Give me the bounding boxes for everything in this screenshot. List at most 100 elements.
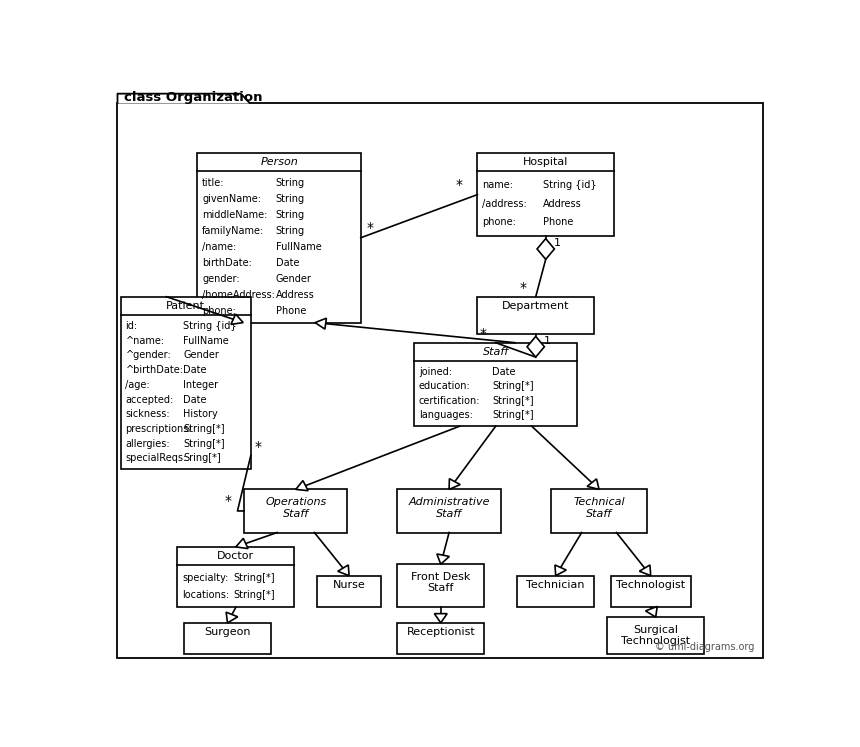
Text: *: * xyxy=(519,281,526,295)
Text: middleName:: middleName: xyxy=(202,210,267,220)
Text: String: String xyxy=(276,226,305,236)
Text: /name:: /name: xyxy=(202,242,237,252)
Polygon shape xyxy=(437,554,450,564)
Text: Technician: Technician xyxy=(526,580,585,590)
Text: String {id}: String {id} xyxy=(183,321,237,331)
Text: String[*]: String[*] xyxy=(233,589,275,600)
Polygon shape xyxy=(315,318,327,329)
Text: *: * xyxy=(456,178,463,192)
Bar xyxy=(244,489,347,533)
Text: © uml-diagrams.org: © uml-diagrams.org xyxy=(654,642,754,652)
Text: /address:: /address: xyxy=(482,199,527,209)
Bar xyxy=(397,489,501,533)
Text: Front Desk
Staff: Front Desk Staff xyxy=(411,571,470,593)
Bar xyxy=(198,153,361,323)
Text: Date: Date xyxy=(276,258,299,268)
Text: *: * xyxy=(255,440,261,454)
Text: joined:: joined: xyxy=(419,367,452,377)
Polygon shape xyxy=(639,565,651,576)
Polygon shape xyxy=(449,479,460,489)
Text: Phone: Phone xyxy=(276,306,306,316)
Text: Sring[*]: Sring[*] xyxy=(183,453,221,463)
Text: birthDate:: birthDate: xyxy=(202,258,252,268)
Bar xyxy=(177,547,294,607)
Text: *: * xyxy=(366,221,373,235)
Bar xyxy=(184,623,271,654)
Text: prescriptions:: prescriptions: xyxy=(126,424,192,434)
Text: Receptionist: Receptionist xyxy=(407,627,475,637)
Polygon shape xyxy=(555,565,567,576)
Text: givenName:: givenName: xyxy=(202,194,261,204)
Bar xyxy=(317,576,381,607)
Text: Department: Department xyxy=(502,301,569,311)
Text: String[*]: String[*] xyxy=(493,382,534,391)
Bar xyxy=(477,297,594,334)
Text: FullName: FullName xyxy=(183,336,229,346)
Polygon shape xyxy=(226,613,237,623)
Text: Date: Date xyxy=(183,365,206,375)
Text: languages:: languages: xyxy=(419,410,473,421)
Text: allergies:: allergies: xyxy=(126,438,170,449)
Text: Technologist: Technologist xyxy=(616,580,685,590)
Polygon shape xyxy=(338,565,349,576)
Text: Gender: Gender xyxy=(276,274,311,284)
Bar xyxy=(477,153,614,236)
Text: name:: name: xyxy=(482,180,513,190)
Bar xyxy=(607,617,704,654)
Text: ^name:: ^name: xyxy=(126,336,164,346)
Text: Administrative
Staff: Administrative Staff xyxy=(408,497,490,518)
Text: 1: 1 xyxy=(554,238,561,248)
Text: String {id}: String {id} xyxy=(543,180,597,190)
Text: Address: Address xyxy=(276,290,315,300)
Polygon shape xyxy=(118,93,249,103)
Text: Person: Person xyxy=(261,157,298,167)
Text: Nurse: Nurse xyxy=(333,580,366,590)
Text: String: String xyxy=(276,210,305,220)
Text: History: History xyxy=(183,409,218,419)
Text: phone:: phone: xyxy=(202,306,236,316)
Text: ^birthDate:: ^birthDate: xyxy=(126,365,183,375)
Text: Address: Address xyxy=(543,199,581,209)
Text: String[*]: String[*] xyxy=(183,438,224,449)
Bar xyxy=(397,623,484,654)
Text: familyName:: familyName: xyxy=(202,226,264,236)
Text: Hospital: Hospital xyxy=(523,157,568,167)
Text: Phone: Phone xyxy=(543,217,574,227)
Bar xyxy=(120,297,251,469)
Text: String[*]: String[*] xyxy=(233,573,275,583)
Text: Doctor: Doctor xyxy=(218,551,255,561)
Text: class Organization: class Organization xyxy=(124,91,262,104)
Text: 1: 1 xyxy=(544,336,550,346)
Text: Surgeon: Surgeon xyxy=(204,627,251,637)
Text: locations:: locations: xyxy=(182,589,230,600)
Text: id:: id: xyxy=(126,321,138,331)
Text: Patient: Patient xyxy=(166,301,206,311)
Text: /age:: /age: xyxy=(126,379,150,390)
Text: String: String xyxy=(276,179,305,188)
Text: Staff: Staff xyxy=(482,347,509,357)
Text: education:: education: xyxy=(419,382,470,391)
Text: FullName: FullName xyxy=(276,242,322,252)
Text: certification:: certification: xyxy=(419,396,480,406)
Polygon shape xyxy=(231,314,243,324)
Text: ^gender:: ^gender: xyxy=(126,350,171,361)
Text: Integer: Integer xyxy=(183,379,218,390)
Text: Date: Date xyxy=(493,367,516,377)
Polygon shape xyxy=(527,336,544,357)
Text: String[*]: String[*] xyxy=(183,424,224,434)
Text: Operations
Staff: Operations Staff xyxy=(265,497,327,518)
Text: *: * xyxy=(224,495,231,508)
Text: Surgical
Technologist: Surgical Technologist xyxy=(621,624,691,646)
Text: /homeAddress:: /homeAddress: xyxy=(202,290,275,300)
Polygon shape xyxy=(587,479,599,489)
Text: gender:: gender: xyxy=(202,274,240,284)
Polygon shape xyxy=(296,480,308,491)
Text: specialty:: specialty: xyxy=(182,573,229,583)
Polygon shape xyxy=(646,607,657,617)
Text: specialReqs:: specialReqs: xyxy=(126,453,187,463)
Text: sickness:: sickness: xyxy=(126,409,170,419)
Text: String: String xyxy=(276,194,305,204)
Text: accepted:: accepted: xyxy=(126,394,174,405)
Text: Date: Date xyxy=(183,394,206,405)
Bar xyxy=(611,576,691,607)
